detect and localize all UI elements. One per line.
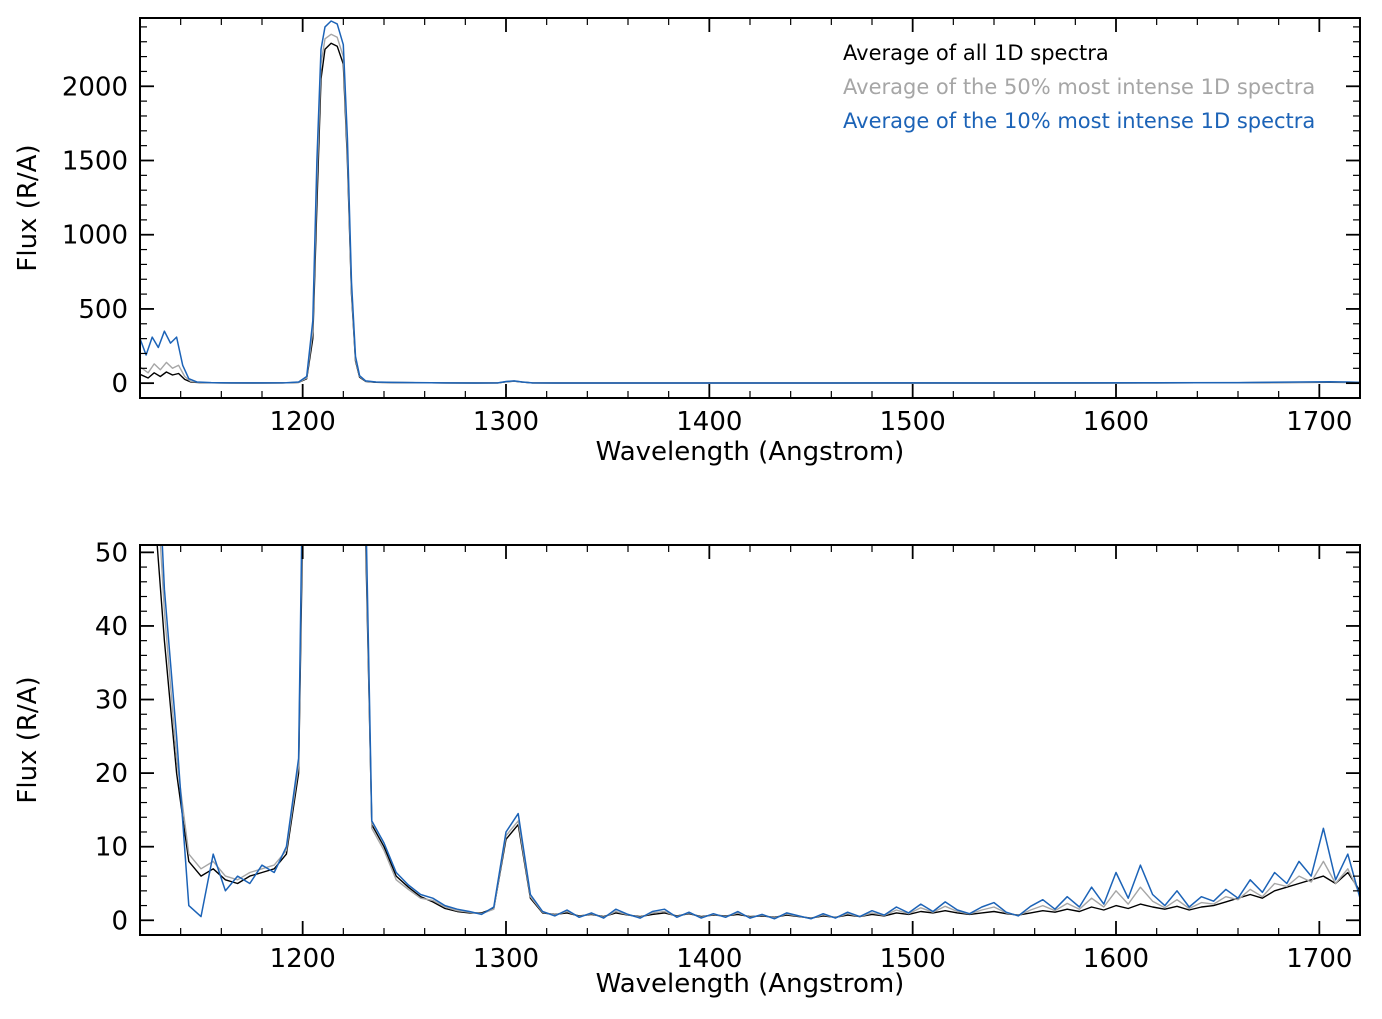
- y-axis-label: Flux (R/A): [13, 144, 43, 271]
- y-tick-label: 30: [95, 686, 128, 716]
- x-tick-label: 1400: [676, 407, 742, 437]
- series-line-2: [161, 545, 1360, 920]
- x-tick-label: 1700: [1286, 944, 1352, 974]
- x-axis-label: Wavelength (Angstrom): [596, 969, 905, 999]
- x-tick-label: 1600: [1083, 407, 1149, 437]
- x-tick-label: 1500: [880, 944, 946, 974]
- series-lines: [140, 20, 1360, 384]
- axis-ticks: [139, 18, 1361, 399]
- legend-entry-1: Average of the 50% most intense 1D spect…: [843, 75, 1315, 99]
- x-tick-label: 1600: [1083, 944, 1149, 974]
- series-line-1: [159, 545, 1360, 920]
- series-lines: [156, 545, 1360, 920]
- series-line-0: [156, 545, 1360, 919]
- series-line-2: [140, 20, 1360, 384]
- y-tick-label: 1000: [62, 221, 128, 251]
- x-tick-label: 1300: [473, 944, 539, 974]
- x-tick-label: 1300: [473, 407, 539, 437]
- top-chart: 1200 1300 1400 1500 1600 1700 0 500 1000 1500 2000…: [13, 17, 1361, 467]
- y-tick-label: 40: [95, 612, 128, 642]
- x-axis-label: Wavelength (Angstrom): [596, 437, 905, 467]
- y-tick-label: 500: [78, 295, 128, 325]
- y-tick-label: 0: [111, 369, 128, 399]
- y-tick-label: 50: [95, 538, 128, 568]
- x-tick-label: 1700: [1286, 407, 1352, 437]
- y-tick-label: 1500: [62, 147, 128, 177]
- legend-entry-2: Average of the 10% most intense 1D spect…: [843, 109, 1315, 133]
- x-tick-label: 1200: [270, 407, 336, 437]
- x-tick-label: 1400: [676, 944, 742, 974]
- y-tick-label: 0: [111, 906, 128, 936]
- bottom-chart: 1200 1300 1400 1500 1600 1700 0 10 20 30 40 50 Wavel…: [13, 538, 1361, 999]
- legend: Average of all 1D spectra Average of the …: [843, 41, 1315, 133]
- plot-frame: [139, 544, 1361, 936]
- x-tick-label: 1200: [270, 944, 336, 974]
- axis-ticks: [139, 545, 1361, 936]
- axis-tick-labels: 1200 1300 1400 1500 1600 1700 0 10 20 30 40 50: [95, 538, 1353, 974]
- y-tick-label: 10: [95, 833, 128, 863]
- x-tick-label: 1500: [880, 407, 946, 437]
- y-tick-label: 2000: [62, 72, 128, 102]
- y-axis-label: Flux (R/A): [13, 676, 43, 803]
- axis-tick-labels: 1200 1300 1400 1500 1600 1700 0 500 1000 1500 2000: [62, 72, 1353, 437]
- legend-entry-0: Average of all 1D spectra: [843, 41, 1109, 65]
- y-tick-label: 20: [95, 759, 128, 789]
